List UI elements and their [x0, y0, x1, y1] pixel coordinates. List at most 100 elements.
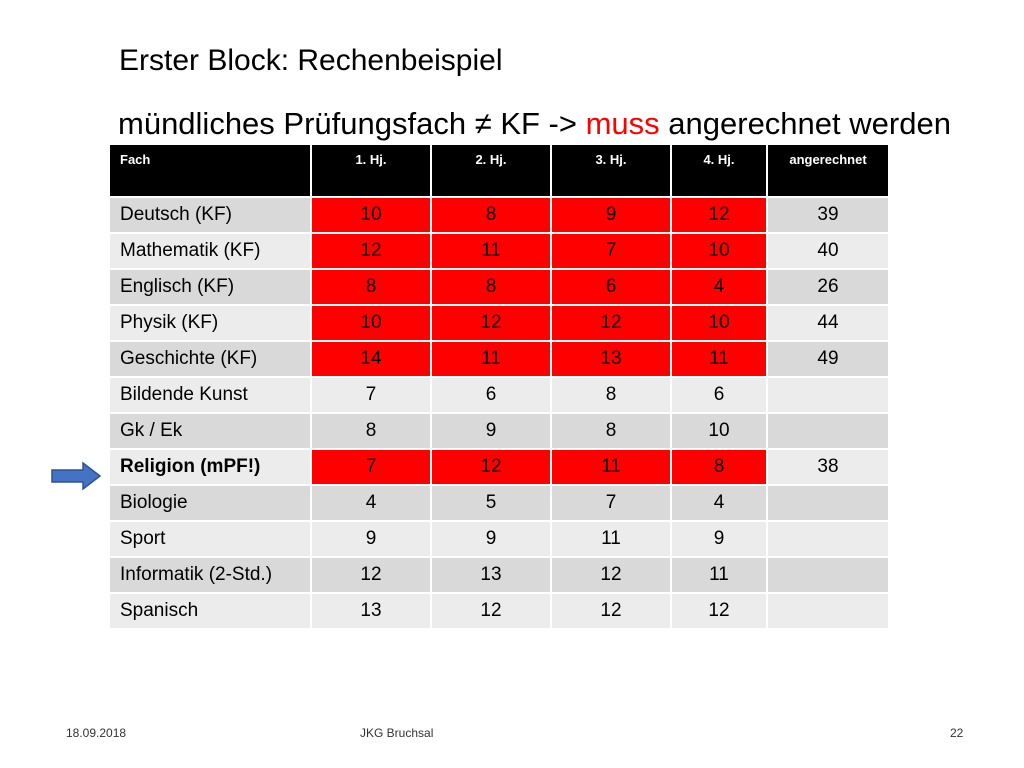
table-row: Spanisch 13 12 12 12: [110, 594, 888, 628]
grade-cell-hj3: 8: [552, 414, 670, 448]
grade-cell-hj4: 4: [672, 486, 766, 520]
grade-cell-hj1: 13: [312, 594, 430, 628]
grade-table: Fach 1. Hj. 2. Hj. 3. Hj. 4. Hj. angerec…: [108, 143, 890, 630]
table-header-row: Fach 1. Hj. 2. Hj. 3. Hj. 4. Hj. angerec…: [110, 145, 888, 196]
grade-cell-hj3: 13: [552, 342, 670, 376]
total-cell: 39: [768, 198, 888, 232]
subject-cell: Sport: [110, 522, 310, 556]
grade-cell-hj1: 7: [312, 450, 430, 484]
grade-cell-hj1: 10: [312, 198, 430, 232]
header-hj2: 2. Hj.: [432, 145, 550, 196]
grade-cell-hj4: 10: [672, 414, 766, 448]
subject-cell: Deutsch (KF): [110, 198, 310, 232]
table-row: Bildende Kunst 7 6 8 6: [110, 378, 888, 412]
grade-cell-hj1: 12: [312, 558, 430, 592]
grade-cell-hj3: 12: [552, 594, 670, 628]
grade-cell-hj3: 6: [552, 270, 670, 304]
subtitle-post: angerechnet werden: [659, 106, 951, 141]
grade-cell-hj4: 12: [672, 198, 766, 232]
header-hj3: 3. Hj.: [552, 145, 670, 196]
total-cell: [768, 594, 888, 628]
grade-cell-hj3: 12: [552, 558, 670, 592]
table-row: Religion (mPF!) 7 12 11 8 38: [110, 450, 888, 484]
grade-cell-hj1: 10: [312, 306, 430, 340]
subject-cell: Informatik (2-Std.): [110, 558, 310, 592]
grade-cell-hj2: 5: [432, 486, 550, 520]
grade-cell-hj4: 12: [672, 594, 766, 628]
total-cell: [768, 378, 888, 412]
total-cell: 44: [768, 306, 888, 340]
grade-cell-hj4: 10: [672, 306, 766, 340]
footer-date: 18.09.2018: [66, 726, 127, 740]
grade-cell-hj2: 9: [432, 414, 550, 448]
table-row: Deutsch (KF) 10 8 9 12 39: [110, 198, 888, 232]
grade-cell-hj1: 4: [312, 486, 430, 520]
table-row: Sport 9 9 11 9: [110, 522, 888, 556]
total-cell: [768, 414, 888, 448]
header-hj4: 4. Hj.: [672, 145, 766, 196]
grade-cell-hj2: 9: [432, 522, 550, 556]
table-body: Deutsch (KF) 10 8 9 12 39 Mathematik (KF) 12 11 7…: [110, 198, 888, 628]
grade-cell-hj2: 11: [432, 234, 550, 268]
table-row: Mathematik (KF) 12 11 7 10 40: [110, 234, 888, 268]
slide-subtitle: mündliches Prüfungsfach ≠ KF -> muss ang…: [118, 106, 951, 142]
subject-cell: Bildende Kunst: [110, 378, 310, 412]
grade-cell-hj2: 8: [432, 270, 550, 304]
subject-cell: Geschichte (KF): [110, 342, 310, 376]
grade-cell-hj2: 12: [432, 594, 550, 628]
grade-cell-hj4: 11: [672, 342, 766, 376]
header-angerechnet: angerechnet: [768, 145, 888, 196]
grade-cell-hj1: 14: [312, 342, 430, 376]
grade-cell-hj4: 11: [672, 558, 766, 592]
grade-cell-hj2: 8: [432, 198, 550, 232]
total-cell: [768, 522, 888, 556]
subtitle-highlight: muss: [585, 106, 660, 141]
table-row: Englisch (KF) 8 8 6 4 26: [110, 270, 888, 304]
subject-cell: Biologie: [110, 486, 310, 520]
grade-cell-hj4: 4: [672, 270, 766, 304]
footer-org: JKG Bruchsal: [360, 726, 434, 740]
grade-cell-hj2: 12: [432, 450, 550, 484]
total-cell: 49: [768, 342, 888, 376]
grade-cell-hj1: 8: [312, 414, 430, 448]
grade-cell-hj3: 7: [552, 486, 670, 520]
header-hj1: 1. Hj.: [312, 145, 430, 196]
table-row: Gk / Ek 8 9 8 10: [110, 414, 888, 448]
subject-cell: Gk / Ek: [110, 414, 310, 448]
grade-cell-hj3: 9: [552, 198, 670, 232]
slide-title: Erster Block: Rechenbeispiel: [119, 44, 503, 77]
table-row: Physik (KF) 10 12 12 10 44: [110, 306, 888, 340]
total-cell: [768, 486, 888, 520]
grade-cell-hj1: 9: [312, 522, 430, 556]
table-row: Biologie 4 5 7 4: [110, 486, 888, 520]
total-cell: [768, 558, 888, 592]
grade-cell-hj3: 11: [552, 450, 670, 484]
subject-cell: Religion (mPF!): [110, 450, 310, 484]
table-row: Geschichte (KF) 14 11 13 11 49: [110, 342, 888, 376]
grade-cell-hj1: 8: [312, 270, 430, 304]
grade-cell-hj3: 11: [552, 522, 670, 556]
grade-cell-hj2: 12: [432, 306, 550, 340]
grade-cell-hj4: 9: [672, 522, 766, 556]
grade-cell-hj3: 12: [552, 306, 670, 340]
subject-cell: Spanisch: [110, 594, 310, 628]
grade-cell-hj3: 7: [552, 234, 670, 268]
subject-cell: Mathematik (KF): [110, 234, 310, 268]
total-cell: 38: [768, 450, 888, 484]
subject-cell: Englisch (KF): [110, 270, 310, 304]
header-fach: Fach: [110, 145, 310, 196]
grade-cell-hj2: 13: [432, 558, 550, 592]
grade-cell-hj2: 6: [432, 378, 550, 412]
subtitle-pre: mündliches Prüfungsfach ≠ KF ->: [118, 106, 586, 141]
grade-cell-hj2: 11: [432, 342, 550, 376]
total-cell: 40: [768, 234, 888, 268]
grade-cell-hj4: 8: [672, 450, 766, 484]
table-row: Informatik (2-Std.) 12 13 12 11: [110, 558, 888, 592]
grade-cell-hj3: 8: [552, 378, 670, 412]
grade-cell-hj1: 7: [312, 378, 430, 412]
right-arrow-icon: [51, 461, 102, 491]
footer-page-number: 22: [950, 726, 964, 740]
grade-cell-hj4: 6: [672, 378, 766, 412]
total-cell: 26: [768, 270, 888, 304]
subject-cell: Physik (KF): [110, 306, 310, 340]
